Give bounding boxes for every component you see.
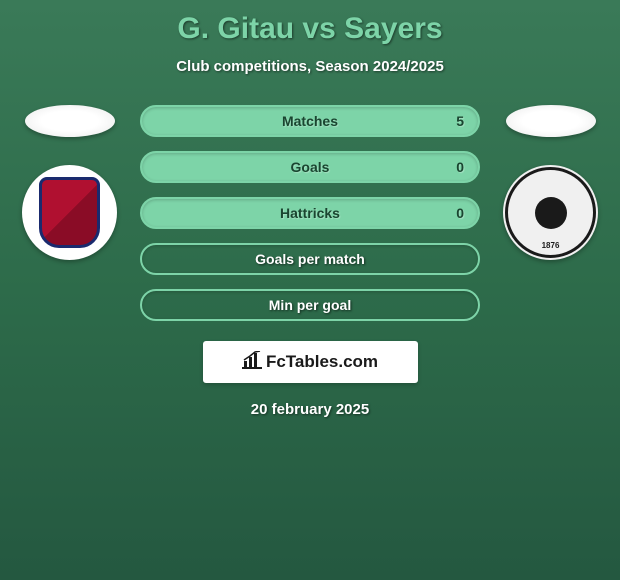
comparison-content: Matches 5 Goals 0 Hattricks 0 Goals per … bbox=[0, 105, 620, 321]
brand-box[interactable]: FcTables.com bbox=[203, 341, 418, 383]
stat-right-value: 0 bbox=[456, 205, 464, 221]
player-left-avatar bbox=[25, 105, 115, 137]
stat-bar-goals: Goals 0 bbox=[140, 151, 480, 183]
stat-bar-min-per-goal: Min per goal bbox=[140, 289, 480, 321]
club-logo-right bbox=[503, 165, 598, 260]
player-right-avatar bbox=[506, 105, 596, 137]
brand-text: FcTables.com bbox=[242, 351, 378, 374]
stat-bar-goals-per-match: Goals per match bbox=[140, 243, 480, 275]
thistle-icon bbox=[535, 197, 567, 229]
comparison-date: 20 february 2025 bbox=[0, 401, 620, 418]
chart-icon bbox=[242, 351, 262, 374]
comparison-title: G. Gitau vs Sayers bbox=[0, 0, 620, 46]
stat-bar-hattricks: Hattricks 0 bbox=[140, 197, 480, 229]
stat-label: Goals per match bbox=[255, 251, 365, 267]
stat-bar-matches: Matches 5 bbox=[140, 105, 480, 137]
stat-right-value: 0 bbox=[456, 159, 464, 175]
stat-right-value: 5 bbox=[456, 113, 464, 129]
stat-label: Hattricks bbox=[280, 205, 340, 221]
brand-label: FcTables.com bbox=[266, 352, 378, 372]
comparison-subtitle: Club competitions, Season 2024/2025 bbox=[0, 58, 620, 75]
club-logo-left bbox=[22, 165, 117, 260]
stat-label: Matches bbox=[282, 113, 338, 129]
player-left-column bbox=[17, 105, 122, 260]
stat-label: Min per goal bbox=[269, 297, 351, 313]
stats-list: Matches 5 Goals 0 Hattricks 0 Goals per … bbox=[140, 105, 480, 321]
stat-label: Goals bbox=[291, 159, 330, 175]
player-right-column bbox=[498, 105, 603, 260]
